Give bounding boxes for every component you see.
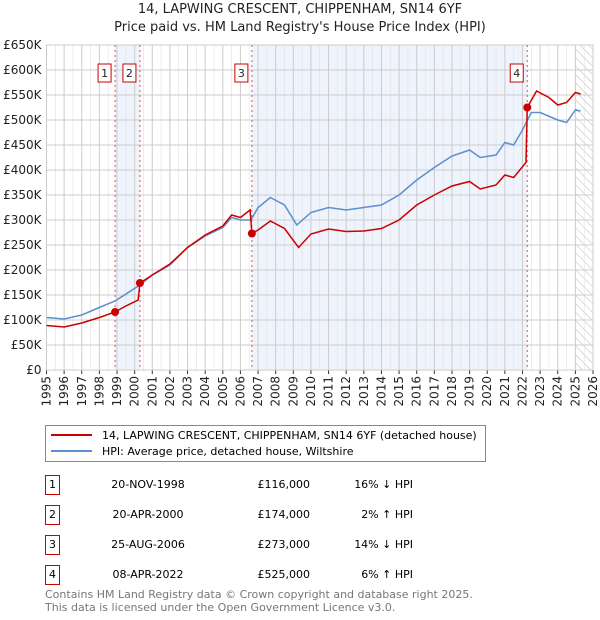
price-chart: 1995 1996 1997 1998 1999 2000 2001 2002 2003 2004… (3, 38, 600, 407)
legend-swatch-hpi (51, 450, 92, 452)
y-tick-label: £550K (3, 88, 43, 102)
x-tick-label: 2006 (233, 376, 247, 407)
x-tick-label: 2008 (269, 376, 283, 407)
x-tick-label: 2000 (128, 376, 142, 407)
shaded-period-3-4 (251, 45, 528, 370)
sale-price: £273,000 (257, 538, 311, 551)
y-tick-label: £350K (3, 188, 43, 202)
sale-date: 20-APR-2000 (112, 508, 184, 521)
legend-item-property: 14, LAPWING CRESCENT, CHIPPENHAM, SN14 6… (51, 427, 477, 443)
x-tick-label: 1995 (40, 376, 54, 407)
sale-hpi-delta: 14% ↓ HPI (354, 538, 413, 551)
legend-item-hpi: HPI: Average price, detached house, Wilt… (51, 443, 477, 459)
sale-label-4: 4 (513, 67, 520, 80)
legend: 14, LAPWING CRESCENT, CHIPPENHAM, SN14 6… (45, 425, 486, 462)
sale-label-3: 3 (238, 67, 245, 80)
x-tick-label: 2005 (216, 376, 230, 407)
sale-date: 20-NOV-1998 (111, 478, 185, 491)
x-tick-label: 1997 (75, 376, 89, 407)
sale-number-badge: 3 (45, 535, 60, 555)
x-tick-label: 2012 (339, 376, 353, 407)
x-tick-label: 2020 (480, 376, 494, 407)
sale-label-2: 2 (126, 67, 133, 80)
x-tick-label: 2004 (198, 376, 212, 407)
sale-label-box-4 (509, 63, 524, 83)
y-tick-label: £300K (3, 213, 43, 227)
x-tick-label: 2018 (445, 376, 459, 407)
x-tick-label: 2002 (163, 376, 177, 407)
sale-number-badge: 4 (45, 565, 60, 585)
legend-label-hpi: HPI: Average price, detached house, Wilt… (102, 444, 354, 458)
y-tick-label: £400K (3, 163, 43, 177)
legend-swatch-property (51, 434, 92, 436)
y-tick-label: £0 (26, 363, 41, 377)
chart-title: 14, LAPWING CRESCENT, CHIPPENHAM, SN14 6… (137, 2, 463, 17)
x-tick-label: 2022 (515, 376, 529, 407)
x-tick-label: 2021 (498, 376, 512, 407)
x-tick-label: 1998 (92, 376, 106, 407)
sale-label-box-2 (122, 63, 137, 83)
sale-number-badge: 2 (45, 505, 60, 525)
x-tick-label: 2013 (357, 376, 371, 407)
chart-subtitle: Price paid vs. HM Land Registry's House … (114, 20, 486, 35)
x-tick-label: 2026 (586, 376, 600, 407)
sale-hpi-delta: 16% ↓ HPI (354, 478, 413, 491)
footer: Contains HM Land Registry data © Crown c… (45, 588, 473, 614)
y-tick-label: £450K (3, 138, 43, 152)
footer-licence: This data is licensed under the Open Gov… (45, 601, 396, 614)
x-tick-label: 1999 (110, 376, 124, 407)
x-tick-label: 2001 (145, 376, 159, 407)
x-tick-label: 2015 (392, 376, 406, 407)
x-tick-label: 2014 (374, 376, 388, 407)
sale-row: 2 20-APR-2000 £174,000 2% ↑ HPI (45, 505, 465, 525)
x-tick-label: 2007 (251, 376, 265, 407)
legend-label-property: 14, LAPWING CRESCENT, CHIPPENHAM, SN14 6… (102, 428, 477, 442)
sale-point-4 (523, 103, 532, 112)
sale-hpi-delta: 2% ↑ HPI (361, 508, 413, 521)
x-tick-label: 2011 (322, 376, 336, 407)
sale-hpi-delta: 6% ↑ HPI (361, 568, 413, 581)
x-tick-label: 2009 (286, 376, 300, 407)
sale-label-box-3 (234, 63, 249, 83)
sale-point-1 (111, 308, 120, 316)
sale-label-1: 1 (101, 67, 108, 80)
y-tick-label: £50K (11, 338, 43, 352)
x-tick-label: 1996 (57, 376, 71, 407)
sale-date: 25-AUG-2006 (111, 538, 185, 551)
sale-price: £525,000 (257, 568, 311, 581)
shaded-period-1-2 (115, 45, 140, 370)
y-tick-label: £500K (3, 113, 43, 127)
x-tick-label: 2003 (181, 376, 195, 407)
y-tick-label: £200K (3, 263, 43, 277)
sale-price: £116,000 (257, 478, 311, 491)
sale-price: £174,000 (257, 508, 311, 521)
footer-copyright: Contains HM Land Registry data © Crown c… (45, 588, 473, 601)
y-tick-label: £650K (3, 38, 43, 52)
y-tick-label: £100K (3, 313, 43, 327)
sale-point-3 (247, 229, 256, 238)
y-tick-label: £250K (3, 238, 43, 252)
x-tick-label: 2010 (304, 376, 318, 407)
sale-row: 3 25-AUG-2006 £273,000 14% ↓ HPI (45, 535, 465, 555)
sale-number-badge: 1 (45, 475, 60, 495)
sale-row: 1 20-NOV-1998 £116,000 16% ↓ HPI (45, 475, 465, 495)
plot-frame (46, 44, 594, 371)
x-tick-label: 2017 (427, 376, 441, 407)
x-tick-label: 2024 (551, 376, 565, 407)
x-tick-label: 2025 (568, 376, 582, 407)
x-tick-label: 2023 (533, 376, 547, 407)
x-tick-label: 2019 (463, 376, 477, 407)
sale-row: 4 08-APR-2022 £525,000 6% ↑ HPI (45, 565, 465, 585)
x-tick-label: 2016 (410, 376, 424, 407)
y-tick-label: £150K (3, 288, 43, 302)
sale-date: 08-APR-2022 (112, 568, 184, 581)
y-tick-label: £600K (3, 63, 43, 77)
sale-label-box-1 (97, 63, 112, 83)
sale-point-2 (135, 279, 144, 287)
